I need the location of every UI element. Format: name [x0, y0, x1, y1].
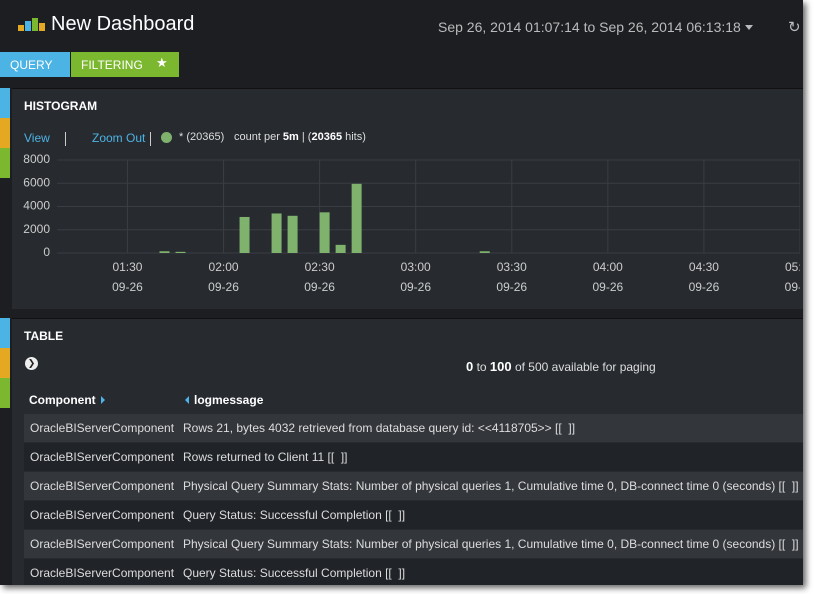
bar	[319, 212, 330, 253]
filtering-tab[interactable]	[71, 52, 179, 77]
bar	[287, 215, 298, 253]
sort-arrow[interactable]	[101, 396, 105, 404]
query-tab-label[interactable]: QUERY	[10, 58, 53, 72]
separator	[150, 132, 151, 146]
summary-part: count per	[234, 131, 283, 143]
y-tick-label: 8000	[23, 152, 50, 166]
x-tick-label: 03:00	[401, 260, 431, 274]
table-cell: OracleBIServerComponent	[30, 537, 175, 551]
panel-strip[interactable]	[0, 318, 10, 348]
paging-part: to	[473, 360, 490, 374]
panel-strip[interactable]	[0, 88, 10, 118]
panel-strip[interactable]	[0, 118, 10, 148]
x-tick-date: 09-26	[112, 280, 143, 294]
column-header[interactable]: Component	[29, 393, 96, 407]
separator	[65, 132, 66, 146]
panel-strip[interactable]	[0, 348, 10, 378]
x-tick-date: 09-26	[689, 280, 720, 294]
x-tick-label: 01:30	[112, 260, 142, 274]
y-tick-label: 4000	[23, 199, 50, 213]
hits-summary: count per 5m | (20365 hits)	[234, 131, 366, 143]
table-row: OracleBIServerComponent Physical Query Su…	[24, 530, 803, 558]
table-cell: OracleBIServerComponent	[30, 566, 175, 580]
x-tick-date: 09-26	[592, 280, 623, 294]
logo	[18, 18, 45, 31]
time-range[interactable]: Sep 26, 2014 01:07:14 to Sep 26, 2014 06…	[438, 19, 741, 35]
bar	[351, 183, 362, 253]
x-tick-label: 05:00	[785, 260, 803, 274]
legend-label: * (20365)	[179, 131, 225, 143]
paging-info: 0 to 100 of 500 available for paging	[466, 359, 656, 374]
bar	[479, 251, 490, 253]
sort-arrow[interactable]	[185, 396, 189, 404]
panel-strip[interactable]	[0, 148, 10, 178]
table-row: OracleBIServerComponent Query Status: Suc…	[24, 501, 803, 529]
table-row: OracleBIServerComponent Rows returned to …	[24, 443, 803, 471]
dropdown-caret[interactable]	[745, 25, 753, 30]
table-cell: Query Status: Successful Completion [[ ]…	[183, 508, 406, 522]
x-tick-date: 09-26	[304, 280, 335, 294]
histogram-panel	[12, 88, 803, 309]
panel-title: TABLE	[24, 329, 64, 343]
paging-part: 100	[489, 359, 512, 374]
x-tick-label: 04:30	[689, 260, 719, 274]
x-tick-date: 09-26	[400, 280, 431, 294]
table-cell: OracleBIServerComponent	[30, 508, 175, 522]
table-cell: OracleBIServerComponent	[30, 421, 175, 435]
star-icon[interactable]: ★	[156, 55, 168, 70]
bar	[159, 251, 170, 253]
table-cell: Query Status: Successful Completion [[ ]…	[183, 566, 406, 580]
bar	[271, 213, 282, 253]
summary-part: | (	[298, 131, 312, 143]
x-tick-label: 02:30	[305, 260, 335, 274]
table-cell: Physical Query Summary Stats: Number of …	[183, 537, 799, 551]
expand-icon[interactable]: ❯	[25, 357, 38, 370]
bar	[175, 251, 186, 253]
summary-part: 20365	[311, 131, 343, 143]
table-cell: OracleBIServerComponent	[30, 479, 175, 493]
refresh-icon[interactable]: ↻	[788, 19, 801, 36]
bar	[239, 216, 250, 253]
query-tab[interactable]	[0, 52, 70, 77]
legend-dot	[161, 132, 172, 143]
table-row: OracleBIServerComponent Physical Query Su…	[24, 472, 803, 500]
paging-part: of 500 available for paging	[511, 360, 656, 374]
table-cell: Rows returned to Client 11 [[ ]]	[183, 450, 348, 464]
table-row: OracleBIServerComponent Rows 21, bytes 40…	[24, 414, 803, 442]
table-cell: Physical Query Summary Stats: Number of …	[183, 479, 799, 493]
table-row: OracleBIServerComponent Query Status: Suc…	[24, 559, 803, 585]
summary-part: 5m	[282, 131, 299, 143]
y-tick-label: 2000	[23, 222, 50, 236]
x-tick-label: 03:30	[497, 260, 527, 274]
column-header[interactable]: logmessage	[194, 393, 264, 407]
y-tick-label: 6000	[23, 175, 50, 189]
y-tick-label: 0	[43, 245, 50, 259]
summary-part: hits)	[342, 131, 366, 143]
x-tick-label: 04:00	[593, 260, 623, 274]
view-link[interactable]: View	[24, 131, 50, 145]
x-tick-date: 09-26	[496, 280, 527, 294]
zoom-out-link[interactable]: Zoom Out	[92, 131, 146, 145]
x-tick-label: 02:00	[209, 260, 239, 274]
x-tick-date: 09-26	[785, 280, 803, 294]
histogram-chart: 01:30 09-26 02:00 09-26 02:30 09-26 03:00 09-26…	[23, 152, 803, 294]
bar	[335, 244, 346, 253]
filtering-tab-label[interactable]: FILTERING	[81, 58, 143, 72]
panel-strip[interactable]	[0, 378, 10, 408]
paging-part: 0	[466, 359, 474, 374]
dashboard-title: New Dashboard	[51, 13, 195, 35]
panel-title: HISTOGRAM	[24, 99, 98, 113]
dashboard: New Dashboard Sep 26, 2014 01:07:14 to S…	[0, 0, 803, 585]
table-cell: OracleBIServerComponent	[30, 450, 175, 464]
x-tick-date: 09-26	[208, 280, 239, 294]
table-cell: Rows 21, bytes 4032 retrieved from datab…	[183, 421, 576, 435]
